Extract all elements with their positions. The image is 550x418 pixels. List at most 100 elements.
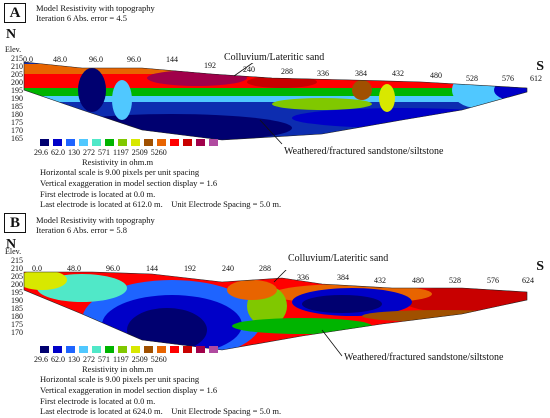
elev-tick: 190 — [11, 94, 23, 103]
annotation-arrow — [233, 61, 255, 77]
distance-tick: 0.0 — [32, 264, 42, 273]
distance-tick: 288 — [259, 264, 271, 273]
scale-swatch — [79, 139, 88, 146]
annotation-arrow — [259, 119, 283, 145]
distance-tick: 192 — [204, 61, 216, 70]
scale-swatch — [92, 139, 101, 146]
panel-b: B N S Model Resistivity with topography … — [0, 210, 550, 418]
info-horizontal-scale: Horizontal scale is 9.00 pixels per unit… — [40, 167, 200, 177]
elev-tick: 185 — [11, 304, 23, 313]
elev-tick: 205 — [11, 272, 23, 281]
south-label: S — [536, 59, 544, 74]
colluvium-annotation: Colluvium/Lateritic sand — [288, 253, 389, 264]
scale-swatch — [118, 139, 127, 146]
elev-tick: 180 — [11, 312, 23, 321]
distance-tick: 624 — [522, 276, 534, 285]
model-title: Model Resistivity with topography — [36, 3, 155, 13]
scale-swatch — [144, 346, 153, 353]
iteration-label: Iteration 6 Abs. error = 5.8 — [36, 225, 127, 235]
distance-tick: 0.0 — [23, 55, 33, 64]
annotation-arrow — [321, 329, 343, 357]
scale-values: 29.6 62.0 130 272 571 1197 2509 5260 — [34, 148, 167, 157]
scale-swatch — [196, 139, 205, 146]
info-first-electrode: First electrode is located at 0.0 m. — [40, 189, 156, 199]
scale-swatch — [105, 346, 114, 353]
scale-swatch — [157, 139, 166, 146]
distance-tick: 576 — [487, 276, 499, 285]
elev-axis-label: Elev. — [5, 247, 22, 256]
distance-tick: 240 — [222, 264, 234, 273]
distance-tick: 612 — [530, 74, 542, 83]
info-vertical-exaggeration: Vertical exaggeration in model section d… — [40, 178, 218, 188]
distance-tick: 48.0 — [67, 264, 81, 273]
panel-letter: B — [4, 213, 26, 233]
resistivity-section-b — [23, 270, 528, 357]
elev-tick: 200 — [11, 78, 23, 87]
scale-swatch — [118, 346, 127, 353]
distance-tick: 192 — [184, 264, 196, 273]
elev-tick: 185 — [11, 102, 23, 111]
distance-tick: 432 — [374, 276, 386, 285]
elev-tick: 170 — [11, 126, 23, 135]
elev-axis-label: Elev. — [5, 45, 22, 54]
scale-swatch — [131, 139, 140, 146]
elev-tick: 195 — [11, 86, 23, 95]
elev-tick: 215 — [11, 54, 23, 63]
distance-tick: 384 — [337, 273, 349, 282]
scale-swatch — [183, 346, 192, 353]
scale-swatch — [209, 139, 218, 146]
elev-tick: 175 — [11, 320, 23, 329]
scale-swatch — [79, 346, 88, 353]
panel-a: A N S Model Resistivity with topography … — [0, 0, 550, 209]
info-vertical-exaggeration: Vertical exaggeration in model section d… — [40, 385, 218, 395]
distance-tick: 48.0 — [53, 55, 67, 64]
color-scale-bar — [40, 346, 222, 353]
elev-tick: 190 — [11, 296, 23, 305]
elev-tick: 205 — [11, 70, 23, 79]
distance-tick: 144 — [146, 264, 158, 273]
elev-tick: 210 — [11, 264, 23, 273]
north-label: N — [6, 27, 17, 42]
scale-values: 29.6 62.0 130 272 571 1197 2509 5260 — [34, 355, 167, 364]
distance-tick: 336 — [297, 273, 309, 282]
elev-tick: 200 — [11, 280, 23, 289]
scale-swatch — [105, 139, 114, 146]
model-title: Model Resistivity with topography — [36, 215, 155, 225]
annotation-arrow — [273, 270, 287, 283]
distance-tick: 384 — [355, 69, 367, 78]
sandstone-annotation: Weathered/fractured sandstone/siltstone — [284, 146, 444, 157]
info-first-electrode: First electrode is located at 0.0 m. — [40, 396, 156, 406]
distance-tick: 336 — [317, 69, 329, 78]
distance-tick: 240 — [243, 65, 255, 74]
elev-tick: 165 — [11, 134, 23, 143]
scale-swatch — [92, 346, 101, 353]
scale-swatch — [40, 139, 49, 146]
elev-tick: 210 — [11, 62, 23, 71]
distance-tick: 96.0 — [106, 264, 120, 273]
elev-tick: 215 — [11, 256, 23, 265]
elev-tick: 175 — [11, 118, 23, 127]
distance-tick: 480 — [412, 276, 424, 285]
scale-swatch — [53, 139, 62, 146]
scale-swatch — [40, 346, 49, 353]
scale-swatch — [196, 346, 205, 353]
scale-swatch — [131, 346, 140, 353]
scale-swatch — [183, 139, 192, 146]
south-label: S — [536, 259, 544, 274]
colluvium-annotation: Colluvium/Lateritic sand — [223, 52, 326, 63]
scale-swatch — [66, 139, 75, 146]
elev-tick: 195 — [11, 288, 23, 297]
elev-tick: 170 — [11, 328, 23, 337]
distance-tick: 144 — [166, 55, 178, 64]
distance-tick: 480 — [430, 71, 442, 80]
info-horizontal-scale: Horizontal scale is 9.00 pixels per unit… — [40, 374, 200, 384]
scale-swatch — [170, 139, 179, 146]
elev-tick: 180 — [11, 110, 23, 119]
distance-tick: 288 — [281, 67, 293, 76]
scale-swatch — [209, 346, 218, 353]
distance-tick: 528 — [466, 74, 478, 83]
distance-tick: 528 — [449, 276, 461, 285]
info-last-electrode: Last electrode is located at 624.0 m. Un… — [40, 406, 282, 416]
info-last-electrode: Last electrode is located at 612.0 m. Un… — [40, 199, 282, 209]
scale-swatch — [170, 346, 179, 353]
